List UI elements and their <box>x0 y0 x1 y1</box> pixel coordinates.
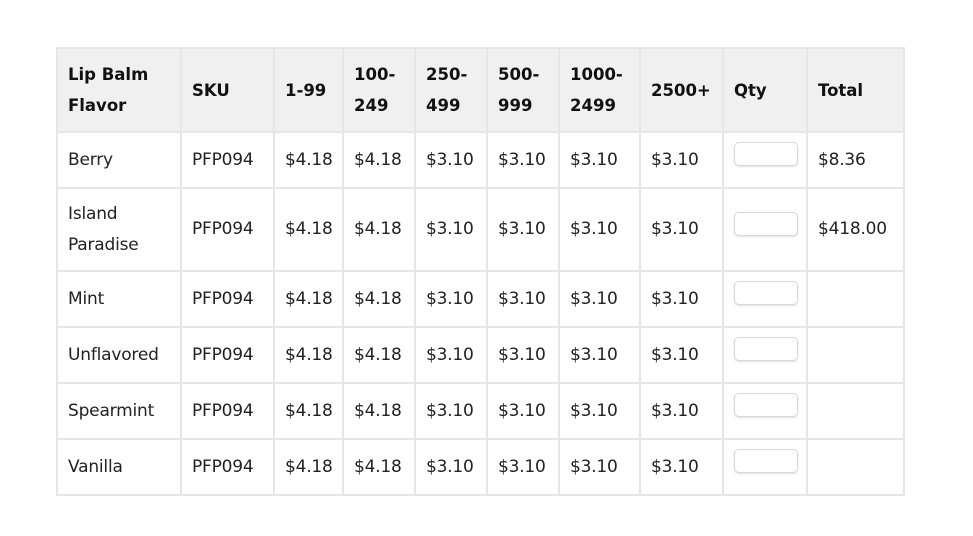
total-cell <box>806 270 905 328</box>
price-cell: $3.10 <box>486 326 560 384</box>
flavor-cell: Island Paradise <box>56 187 182 272</box>
price-cell: $3.10 <box>558 270 641 328</box>
price-cell: $4.18 <box>342 438 416 496</box>
sku-cell: PFP094 <box>180 131 275 189</box>
header-flavor: Lip Balm Flavor <box>56 47 182 133</box>
price-cell: $3.10 <box>639 187 724 272</box>
price-cell: $3.10 <box>639 326 724 384</box>
sku-cell: PFP094 <box>180 270 275 328</box>
qty-input[interactable] <box>734 142 798 166</box>
price-cell: $3.10 <box>558 438 641 496</box>
sku-cell: PFP094 <box>180 438 275 496</box>
table-row: Vanilla PFP094 $4.18 $4.18 $3.10 $3.10 $… <box>56 438 905 496</box>
sku-cell: PFP094 <box>180 382 275 440</box>
flavor-cell: Vanilla <box>56 438 182 496</box>
qty-cell <box>722 438 808 496</box>
qty-input[interactable] <box>734 449 798 473</box>
price-cell: $4.18 <box>273 187 344 272</box>
price-cell: $4.18 <box>342 382 416 440</box>
price-cell: $3.10 <box>639 270 724 328</box>
table-row: Island Paradise PFP094 $4.18 $4.18 $3.10… <box>56 187 905 272</box>
table-row: Spearmint PFP094 $4.18 $4.18 $3.10 $3.10… <box>56 382 905 440</box>
price-cell: $4.18 <box>342 187 416 272</box>
price-cell: $3.10 <box>639 438 724 496</box>
price-cell: $4.18 <box>342 131 416 189</box>
qty-cell <box>722 326 808 384</box>
price-cell: $3.10 <box>486 270 560 328</box>
total-cell <box>806 382 905 440</box>
price-cell: $3.10 <box>414 326 488 384</box>
header-tier-1: 1-99 <box>273 47 344 133</box>
price-cell: $4.18 <box>273 326 344 384</box>
qty-input[interactable] <box>734 393 798 417</box>
flavor-cell: Spearmint <box>56 382 182 440</box>
price-cell: $3.10 <box>558 326 641 384</box>
price-cell: $4.18 <box>342 270 416 328</box>
total-cell <box>806 326 905 384</box>
header-tier-2: 100-249 <box>342 47 416 133</box>
qty-cell <box>722 382 808 440</box>
header-total: Total <box>806 47 905 133</box>
price-cell: $3.10 <box>558 382 641 440</box>
price-cell: $4.18 <box>273 382 344 440</box>
qty-cell <box>722 131 808 189</box>
qty-input[interactable] <box>734 211 798 236</box>
total-cell: $418.00 <box>806 187 905 272</box>
price-cell: $3.10 <box>486 131 560 189</box>
header-tier-6: 2500+ <box>639 47 724 133</box>
price-cell: $4.18 <box>273 438 344 496</box>
header-tier-3: 250-499 <box>414 47 488 133</box>
flavor-cell: Mint <box>56 270 182 328</box>
table-row: Unflavored PFP094 $4.18 $4.18 $3.10 $3.1… <box>56 326 905 384</box>
price-cell: $3.10 <box>414 270 488 328</box>
price-cell: $3.10 <box>486 382 560 440</box>
price-cell: $4.18 <box>273 131 344 189</box>
header-tier-5: 1000-2499 <box>558 47 641 133</box>
table-row: Berry PFP094 $4.18 $4.18 $3.10 $3.10 $3.… <box>56 131 905 189</box>
sku-cell: PFP094 <box>180 187 275 272</box>
price-cell: $3.10 <box>414 382 488 440</box>
price-cell: $3.10 <box>558 131 641 189</box>
total-cell <box>806 438 905 496</box>
qty-input[interactable] <box>734 281 798 305</box>
price-cell: $3.10 <box>414 131 488 189</box>
sku-cell: PFP094 <box>180 326 275 384</box>
total-cell: $8.36 <box>806 131 905 189</box>
price-cell: $3.10 <box>414 438 488 496</box>
qty-cell <box>722 270 808 328</box>
header-sku: SKU <box>180 47 275 133</box>
qty-cell <box>722 187 808 272</box>
price-cell: $4.18 <box>342 326 416 384</box>
price-cell: $3.10 <box>558 187 641 272</box>
price-cell: $3.10 <box>414 187 488 272</box>
price-cell: $3.10 <box>486 187 560 272</box>
flavor-cell: Unflavored <box>56 326 182 384</box>
price-cell: $3.10 <box>486 438 560 496</box>
qty-input[interactable] <box>734 337 798 361</box>
price-cell: $3.10 <box>639 382 724 440</box>
header-qty: Qty <box>722 47 808 133</box>
table-header-row: Lip Balm Flavor SKU 1-99 100-249 250-499… <box>56 47 905 133</box>
price-cell: $3.10 <box>639 131 724 189</box>
flavor-cell: Berry <box>56 131 182 189</box>
table-row: Mint PFP094 $4.18 $4.18 $3.10 $3.10 $3.1… <box>56 270 905 328</box>
header-tier-4: 500-999 <box>486 47 560 133</box>
price-cell: $4.18 <box>273 270 344 328</box>
price-table: Lip Balm Flavor SKU 1-99 100-249 250-499… <box>56 47 905 496</box>
